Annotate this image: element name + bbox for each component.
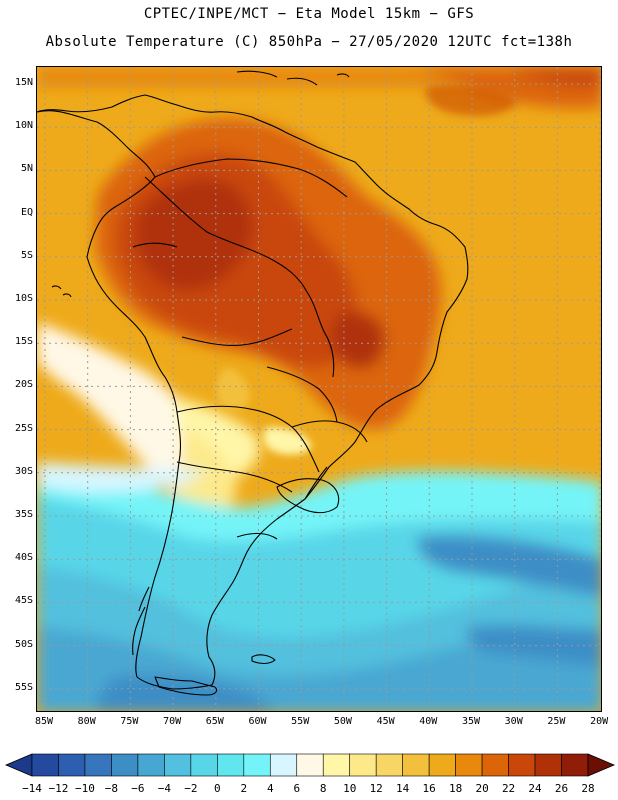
colorbar-label: 24 bbox=[528, 782, 542, 795]
colorbar-swatch bbox=[534, 753, 562, 777]
colorbar-label: 8 bbox=[319, 782, 327, 795]
coastline bbox=[37, 70, 469, 696]
colorbar-label: −8 bbox=[104, 782, 119, 795]
colorbar-swatch bbox=[561, 753, 589, 777]
colorbar-swatch bbox=[217, 753, 245, 777]
colorbar-swatch bbox=[481, 753, 509, 777]
lon-label: 75W bbox=[120, 716, 139, 727]
colorbar-swatch bbox=[455, 753, 483, 777]
lat-label: 50S bbox=[14, 638, 33, 650]
lat-label: 30S bbox=[14, 465, 33, 477]
lat-label: 40S bbox=[14, 552, 33, 564]
colorbar-label: −6 bbox=[131, 782, 145, 795]
colorbar-label: 18 bbox=[448, 782, 463, 795]
lon-label: 45W bbox=[376, 716, 395, 727]
lon-label: 25W bbox=[547, 716, 566, 727]
colorbar-label: 4 bbox=[266, 782, 274, 795]
colorbar-label: −4 bbox=[157, 782, 171, 795]
map-frame bbox=[36, 66, 602, 712]
lat-label: 15S bbox=[14, 336, 33, 348]
colorbar-swatch bbox=[296, 753, 324, 777]
colorbar-label: 10 bbox=[343, 782, 357, 795]
colorbar-swatch bbox=[402, 753, 430, 777]
colorbar-label: −12 bbox=[48, 782, 69, 795]
lat-label: 20S bbox=[14, 379, 33, 391]
colorbar-label: 6 bbox=[293, 782, 301, 795]
lat-label: 10S bbox=[14, 293, 33, 304]
colorbar-label: 26 bbox=[554, 782, 569, 795]
colorbar-swatch bbox=[137, 753, 165, 777]
colorbar-swatch bbox=[428, 753, 456, 777]
colorbar-label: 2 bbox=[240, 782, 248, 795]
colorbar-swatch bbox=[190, 753, 218, 777]
lat-label: 55S bbox=[14, 681, 33, 693]
colorbar-label: 12 bbox=[369, 782, 383, 795]
temperature-detail bbox=[216, 85, 517, 455]
colorbar-label: −10 bbox=[75, 782, 95, 795]
colorbar: −14 −12 −10 −8 −6 −4 −2 0 2 4 6 8 10 12 14 16 18 20 22 24 26… bbox=[0, 750, 618, 800]
colorbar-label: −2 bbox=[184, 782, 198, 795]
colorbar-swatch bbox=[164, 753, 192, 777]
map-title-line1: CPTEC/INPE/MCT − Eta Model 15km − GFS bbox=[143, 6, 475, 22]
colorbar-label: 0 bbox=[214, 782, 221, 795]
lat-label: 25S bbox=[14, 422, 33, 434]
colorbar-label: 22 bbox=[501, 782, 516, 795]
colorbar-swatch bbox=[349, 753, 377, 777]
lon-label: 60W bbox=[248, 716, 267, 727]
colorbar-swatch bbox=[508, 753, 536, 777]
colorbar-swatch bbox=[269, 753, 298, 777]
lat-label: 35S bbox=[14, 509, 33, 520]
map-grid bbox=[37, 67, 601, 711]
temperature-field bbox=[37, 67, 601, 711]
lon-label: 40W bbox=[419, 716, 438, 727]
colorbar-swatch bbox=[111, 753, 139, 777]
colorbar-label: 28 bbox=[581, 782, 595, 795]
lon-label: 50W bbox=[333, 716, 352, 727]
map-title-line2: Absolute Temperature (C) 850hPa − 27/05/… bbox=[45, 34, 573, 50]
lon-label: 30W bbox=[504, 716, 523, 727]
lon-label: 70W bbox=[163, 716, 182, 727]
temperature-map bbox=[37, 67, 601, 711]
colorbar-label: 16 bbox=[422, 782, 436, 795]
lon-label: 55W bbox=[291, 716, 310, 727]
colorbar-label: 20 bbox=[475, 782, 489, 795]
colorbar-swatch bbox=[322, 753, 351, 777]
lon-label: 65W bbox=[205, 716, 224, 727]
lat-label: 5S bbox=[20, 249, 33, 261]
lon-label: 80W bbox=[77, 716, 96, 727]
colorbar-swatch bbox=[58, 753, 86, 777]
colorbar-arrow-low bbox=[4, 753, 33, 777]
lat-label: 15N bbox=[14, 77, 33, 88]
lat-label: 5N bbox=[20, 163, 33, 175]
colorbar-swatch bbox=[31, 753, 59, 777]
colorbar-swatch bbox=[375, 753, 403, 777]
colorbar-label: −14 bbox=[22, 782, 42, 795]
lat-label: 45S bbox=[14, 595, 33, 607]
lon-label: 85W bbox=[34, 716, 54, 727]
colorbar-arrow-high bbox=[587, 753, 616, 777]
lon-label: 20W bbox=[590, 716, 609, 727]
colorbar-swatch bbox=[84, 753, 112, 777]
lat-label: 10N bbox=[14, 120, 33, 132]
colorbar-swatch bbox=[243, 753, 271, 777]
lat-label: EQ bbox=[20, 206, 33, 218]
colorbar-swatches bbox=[4, 753, 616, 777]
lon-label: 35W bbox=[461, 716, 481, 727]
colorbar-label: 14 bbox=[396, 782, 410, 795]
